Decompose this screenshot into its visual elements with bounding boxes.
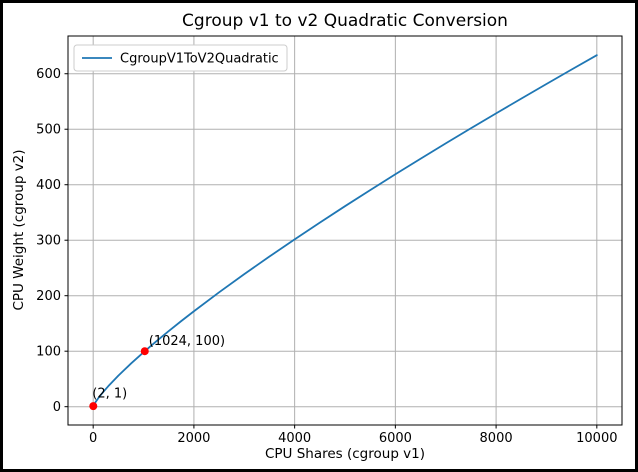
y-tick-label: 100 <box>36 345 61 360</box>
y-tick-label: 400 <box>36 178 61 193</box>
axes-spines <box>67 35 623 426</box>
series-line <box>92 54 598 408</box>
point-annotation: (1024, 100) <box>149 334 225 349</box>
x-axis-label: CPU Shares (cgroup v1) <box>264 446 426 462</box>
x-tick-label: 4000 <box>278 431 311 446</box>
point-marker <box>89 402 98 411</box>
legend-label: CgroupV1ToV2Quadratic <box>120 52 279 67</box>
y-tick-label: 600 <box>36 67 61 82</box>
y-tick-label: 300 <box>36 234 61 249</box>
y-axis-label: CPU Weight (cgroup v2) <box>11 149 27 311</box>
x-tick-label: 0 <box>89 431 97 446</box>
x-tick-label: 10000 <box>576 431 617 446</box>
x-tick-label: 2000 <box>177 431 210 446</box>
chart-title: Cgroup v1 to v2 Quadratic Conversion <box>182 11 508 31</box>
point-annotation: (2, 1) <box>92 387 127 402</box>
y-tick-label: 200 <box>36 289 61 304</box>
legend-box <box>73 44 288 72</box>
point-marker <box>140 347 149 356</box>
x-tick-label: 6000 <box>379 431 412 446</box>
y-tick-label: 0 <box>53 400 61 415</box>
y-tick-label: 500 <box>36 123 61 138</box>
x-tick-label: 8000 <box>480 431 513 446</box>
